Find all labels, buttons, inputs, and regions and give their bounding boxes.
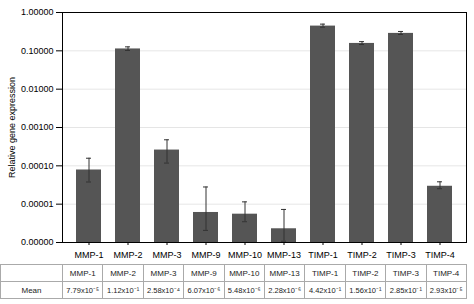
html-text:2.93x10⁻⁵: 2.93x10⁻⁵: [429, 286, 463, 295]
html-text:2.85x10⁻¹: 2.85x10⁻¹: [389, 286, 422, 295]
html-text:4.42x10⁻¹: 4.42x10⁻¹: [308, 286, 342, 295]
svg-text:TIMP-4: TIMP-4: [425, 250, 455, 260]
svg-text:MMP-9: MMP-9: [192, 250, 221, 260]
html-text:TIMP-3: TIMP-3: [392, 268, 419, 278]
svg-text:TIMP-2: TIMP-2: [347, 250, 377, 260]
svg-text:0.00000: 0.00000: [21, 237, 54, 247]
html-text:5.48x10⁻⁶: 5.48x10⁻⁶: [227, 286, 261, 295]
svg-text:0.00001: 0.00001: [21, 199, 54, 209]
svg-text:MMP-2: MMP-2: [114, 250, 143, 260]
html-text:MMP-9: MMP-9: [191, 268, 217, 278]
html-text:MMP-13: MMP-13: [269, 268, 300, 278]
svg-text:0.00100: 0.00100: [21, 122, 54, 132]
svg-text:MMP-13: MMP-13: [267, 250, 301, 260]
svg-text:MMP-3: MMP-3: [153, 250, 182, 260]
html-text:MMP-2: MMP-2: [110, 268, 136, 278]
html-text:2.58x10⁻⁴: 2.58x10⁻⁴: [147, 286, 180, 295]
html-text:1.12x10⁻¹: 1.12x10⁻¹: [107, 286, 140, 295]
svg-text:MMP-10: MMP-10: [228, 250, 262, 260]
html-text:1.56x10⁻¹: 1.56x10⁻¹: [349, 286, 382, 295]
svg-text:0.00010: 0.00010: [21, 161, 54, 171]
svg-text:TIMP-3: TIMP-3: [386, 250, 416, 260]
html-text:2.28x10⁻⁶: 2.28x10⁻⁶: [268, 286, 301, 295]
svg-text:0.10000: 0.10000: [21, 46, 54, 56]
html-text:7.79x10⁻⁵: 7.79x10⁻⁵: [66, 286, 100, 295]
html-text:TIMP-2: TIMP-2: [352, 268, 379, 278]
html-text:TIMP-1: TIMP-1: [311, 268, 339, 278]
svg-text:0.01000: 0.01000: [21, 84, 54, 94]
svg-text:TIMP-1: TIMP-1: [308, 250, 338, 260]
html-text:MMP-10: MMP-10: [229, 268, 260, 278]
html-text:Mean: Mean: [21, 285, 42, 295]
svg-text:Relative gene expression: Relative gene expression: [7, 77, 17, 178]
html-text:MMP-3: MMP-3: [150, 268, 177, 278]
svg-text:MMP-1: MMP-1: [75, 250, 104, 260]
svg-text:1.00000: 1.00000: [21, 7, 54, 17]
html-text:TIMP-4: TIMP-4: [433, 268, 460, 278]
html-text:6.07x10⁻⁶: 6.07x10⁻⁶: [187, 286, 221, 295]
html-text:MMP-1: MMP-1: [69, 268, 96, 278]
